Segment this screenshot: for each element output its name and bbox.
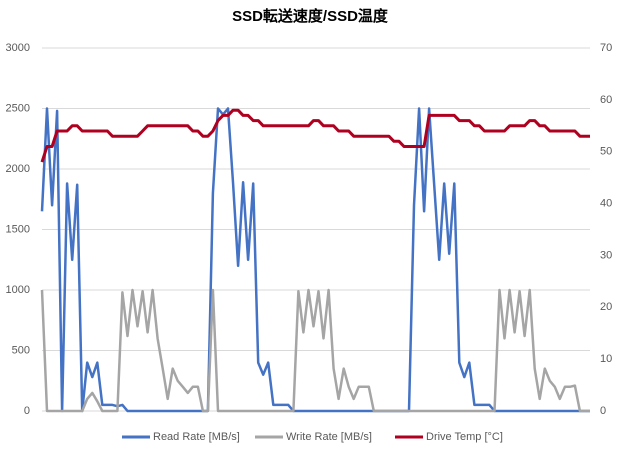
series-line: [40, 107, 590, 413]
y2-tick-label: 50: [600, 146, 612, 158]
y2-tick-label: 70: [600, 42, 612, 54]
y2-tick-label: 40: [600, 197, 612, 209]
y2-tick-label: 30: [600, 249, 612, 261]
y2-tick-label: 20: [600, 301, 612, 313]
y2-tick-label: 0: [600, 405, 606, 417]
y-tick-label: 1500: [6, 223, 30, 235]
y-tick-label: 2500: [6, 102, 30, 114]
legend-label: Read Rate [MB/s]: [153, 431, 240, 443]
series-line: [40, 108, 590, 163]
y2-tick-label: 60: [600, 94, 612, 106]
y2-tick-label: 10: [600, 353, 612, 365]
series-line: [40, 288, 590, 413]
legend-label: Write Rate [MB/s]: [286, 431, 372, 443]
y-tick-label: 0: [24, 405, 30, 417]
y-tick-label: 1000: [6, 284, 30, 296]
legend-label: Drive Temp [°C]: [426, 431, 503, 443]
y-tick-label: 2000: [6, 163, 30, 175]
chart-title: SSD転送速度/SSD温度: [232, 7, 389, 25]
y-tick-label: 500: [12, 344, 30, 356]
y-tick-label: 3000: [6, 42, 30, 54]
